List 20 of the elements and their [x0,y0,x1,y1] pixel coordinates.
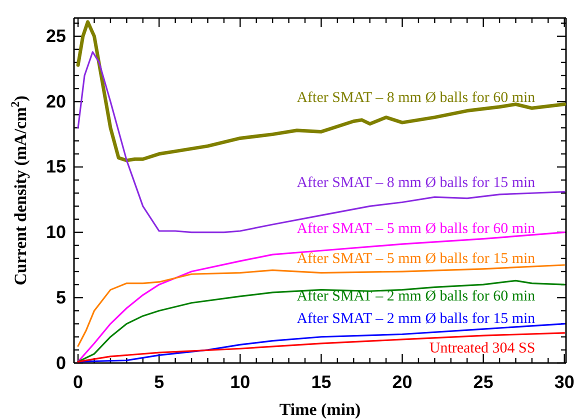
series-label: After SMAT – 5 mm Ø balls for 15 min [296,250,536,267]
x-tick-label: 25 [473,372,494,392]
y-tick-label: 5 [56,287,66,308]
x-tick-label: 10 [230,372,250,392]
series-label: Untreated 304 SS [429,340,536,357]
y-tick-label: 10 [46,222,66,242]
x-tick-label: 15 [311,372,332,392]
y-tick-label: 25 [46,26,66,46]
y-tick-label: 20 [46,91,66,112]
y-tick-label: 15 [46,156,66,177]
y-tick-label: 0 [56,352,66,373]
series-label: After SMAT – 8 mm Ø balls for 15 min [296,175,536,192]
x-tick-label: 5 [154,372,164,392]
x-axis-title: Time (min) [279,400,361,419]
series-label: After SMAT – 2 mm Ø balls for 15 min [296,311,536,328]
x-tick-label: 0 [73,372,84,392]
x-tick-label: 20 [392,372,412,392]
series-label: After SMAT – 5 mm Ø balls for 60 min [296,220,536,237]
series-label: After SMAT – 8 mm Ø balls for 60 min [296,90,536,106]
x-tick-label: 30 [554,372,574,392]
